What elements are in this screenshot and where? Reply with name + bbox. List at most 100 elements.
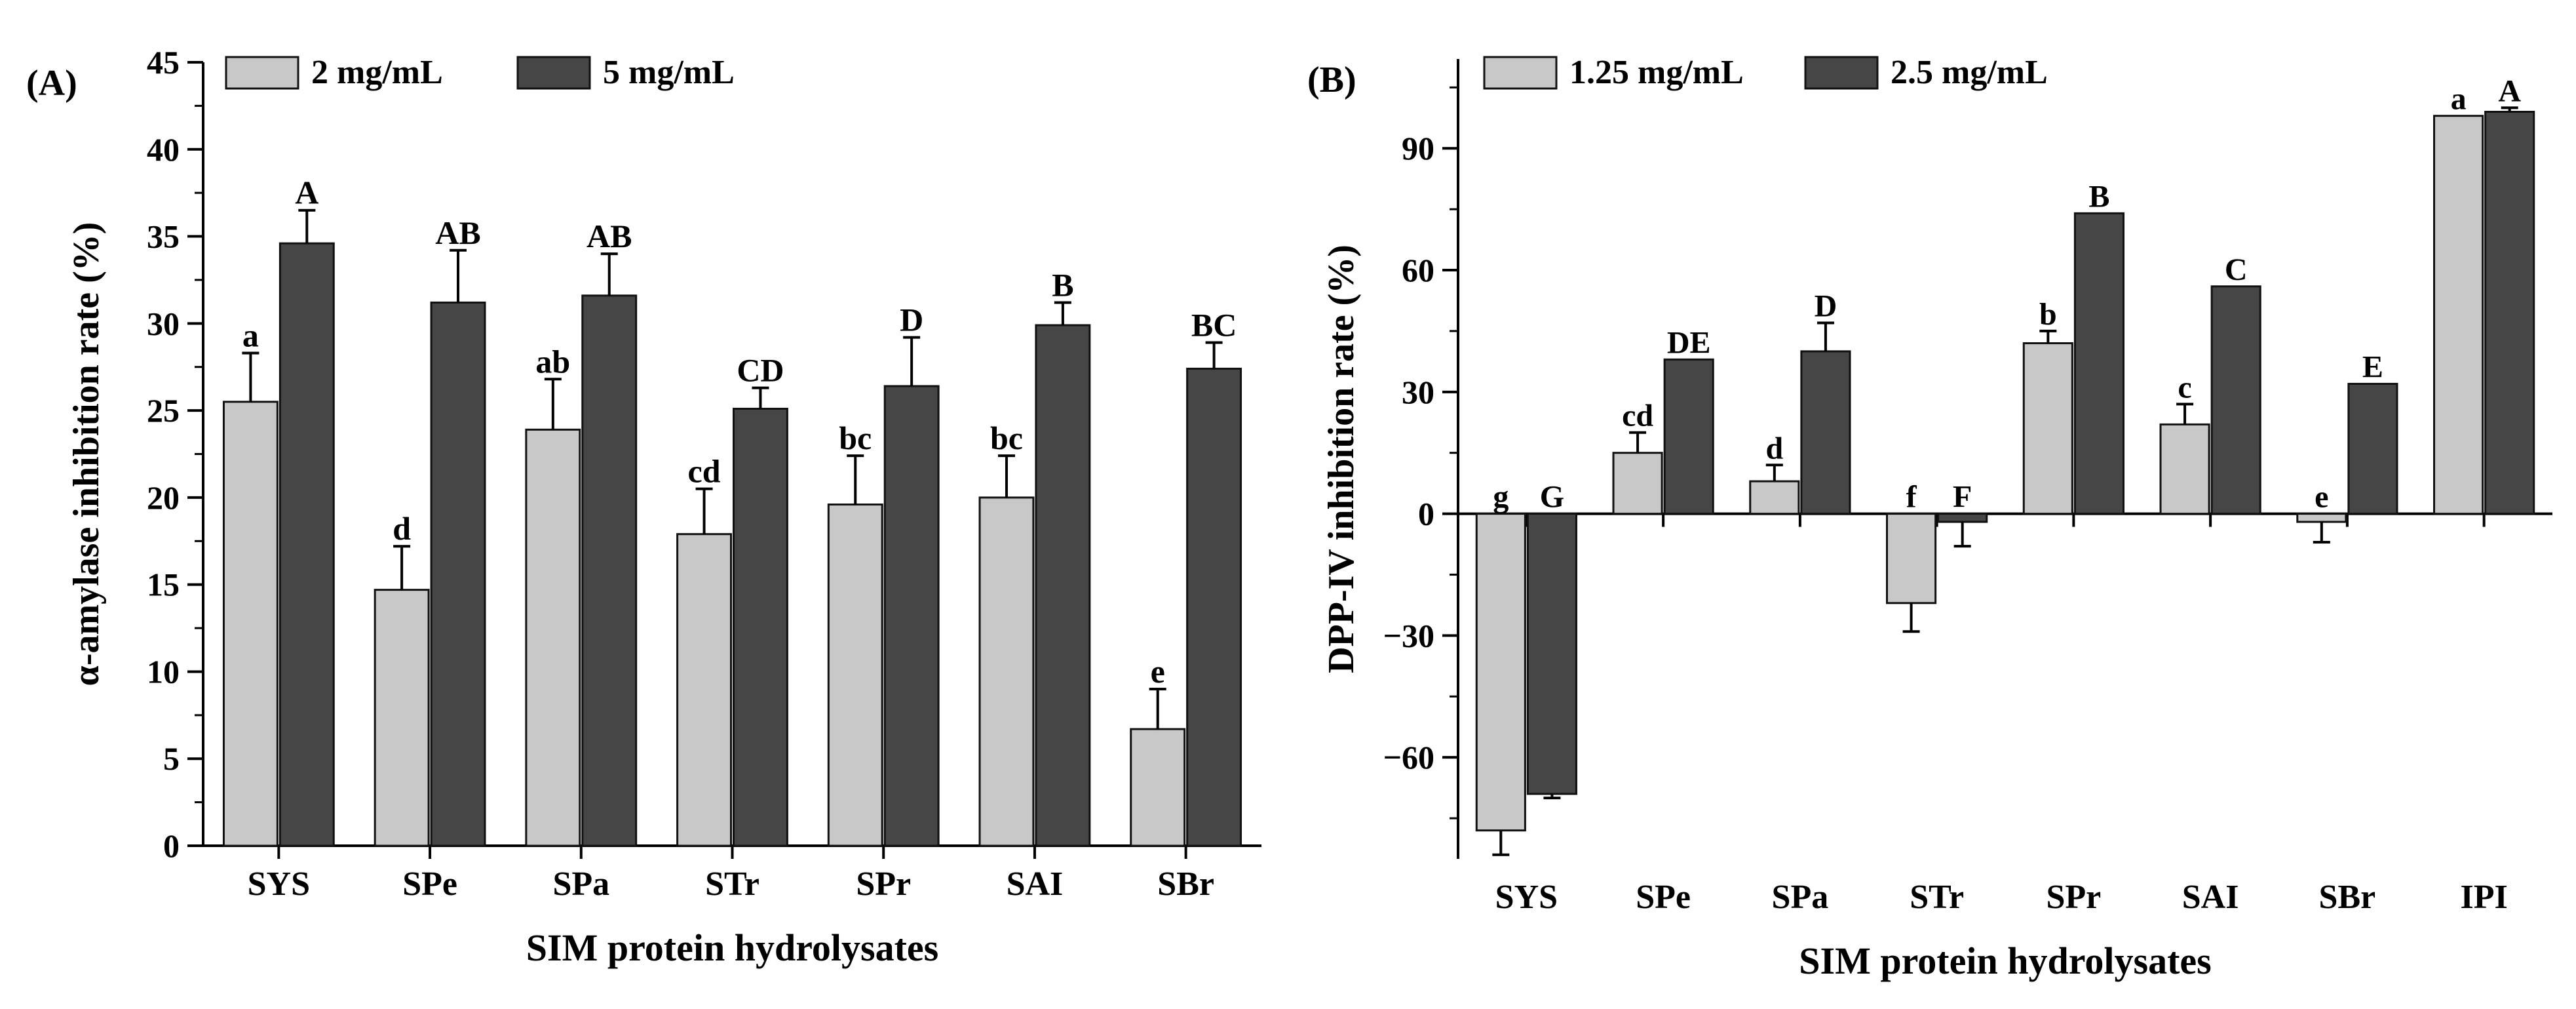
y-tick-label: 10 xyxy=(147,653,180,690)
significance-letter: ab xyxy=(535,343,570,380)
x-tick-label: SPa xyxy=(1772,879,1829,916)
x-tick-label: SPr xyxy=(2046,879,2101,916)
bar xyxy=(978,496,1035,847)
y-tick-label: −30 xyxy=(1383,617,1435,654)
significance-letter: B xyxy=(1052,266,1073,303)
chart-panel-b: (B) −60 −30 0 30 60 90 SYS g G SPe cd DE SPa d D STr f F SP… xyxy=(1307,54,2552,982)
bar xyxy=(1800,350,1851,515)
legend-swatch xyxy=(1483,56,1558,90)
bar xyxy=(2159,423,2210,515)
bar xyxy=(1749,480,1800,515)
significance-letter: F xyxy=(1953,480,1972,515)
significance-letter: A xyxy=(2498,73,2521,108)
bar xyxy=(222,401,279,847)
y-tick-label: 60 xyxy=(1402,252,1434,288)
bar xyxy=(676,533,733,847)
significance-letter: d xyxy=(1765,431,1783,465)
bar xyxy=(2484,111,2535,515)
legend-label: 2 mg/mL xyxy=(311,54,443,91)
significance-letter: d xyxy=(393,510,411,547)
x-axis-title: SIM protein hydrolysates xyxy=(1799,940,2211,982)
x-tick-label: SYS xyxy=(248,865,310,903)
y-tick-label: 15 xyxy=(147,566,180,603)
bar xyxy=(279,242,335,847)
x-tick-label: SBr xyxy=(2319,879,2376,916)
y-tick-label: 30 xyxy=(1402,374,1434,410)
significance-letter: D xyxy=(1815,289,1837,324)
significance-letter: D xyxy=(900,302,923,338)
bar xyxy=(1035,324,1091,847)
x-tick-label: SAI xyxy=(1007,865,1064,903)
bar xyxy=(827,504,883,847)
x-tick-label: SYS xyxy=(1495,879,1558,916)
chart-panel-a: (A) 0 5 10 15 20 25 30 35 40 45 SYS a A SPe d AB SPa ab AB S… xyxy=(26,44,1261,969)
bar xyxy=(1526,513,1577,795)
bar xyxy=(2296,513,2347,523)
significance-letter: cd xyxy=(1622,399,1653,433)
significance-letter: bc xyxy=(990,420,1023,456)
significance-letter: a xyxy=(2451,82,2467,117)
x-tick-label: SAI xyxy=(2182,879,2239,916)
bar xyxy=(581,294,638,847)
x-tick-label: IPI xyxy=(2461,879,2508,916)
bar xyxy=(1663,358,1714,515)
x-tick-label: SPa xyxy=(552,865,609,903)
y-tick-label: 25 xyxy=(147,392,180,429)
y-tick-label: 20 xyxy=(147,479,180,516)
significance-letter: bc xyxy=(839,420,872,456)
significance-letter: G xyxy=(1540,480,1564,515)
significance-letter: CD xyxy=(737,352,784,389)
bar xyxy=(2347,382,2398,515)
significance-letter: AB xyxy=(435,214,480,251)
x-tick-label: STr xyxy=(705,865,759,903)
y-tick-label: 5 xyxy=(163,740,180,777)
x-tick-label: SPe xyxy=(402,865,457,903)
significance-letter: a xyxy=(242,317,259,353)
y-tick-label: 40 xyxy=(147,131,180,168)
legend-label: 5 mg/mL xyxy=(603,54,735,91)
bar xyxy=(733,407,788,847)
bar xyxy=(1475,513,1526,832)
bar xyxy=(1612,452,1663,515)
y-axis-title: α-amylase inhibition rate (%) xyxy=(66,222,107,686)
y-tick-label: 35 xyxy=(147,218,180,255)
significance-letter: DE xyxy=(1667,325,1711,360)
y-tick-label: 30 xyxy=(147,305,180,342)
significance-letter: f xyxy=(1906,480,1917,515)
bar xyxy=(2073,212,2124,515)
significance-letter: c xyxy=(2178,370,2191,405)
x-tick-label: SPe xyxy=(1636,879,1691,916)
legend-swatch xyxy=(1804,56,1879,90)
bar xyxy=(1186,367,1242,847)
x-tick-label: SPr xyxy=(856,865,911,903)
y-tick-label: 0 xyxy=(1418,496,1434,532)
bar xyxy=(883,385,940,847)
significance-letter: AB xyxy=(586,218,632,254)
significance-letter: e xyxy=(2315,480,2328,515)
significance-letter: BC xyxy=(1191,307,1237,344)
legend-swatch xyxy=(225,56,299,90)
panel-label: (B) xyxy=(1307,60,1356,100)
y-tick-label: −60 xyxy=(1383,739,1435,776)
panel-label: (A) xyxy=(26,63,77,104)
significance-letter: e xyxy=(1151,653,1165,690)
y-tick-label: 0 xyxy=(163,827,180,864)
y-tick-label: 45 xyxy=(147,44,180,81)
x-tick-label: STr xyxy=(1910,879,1964,916)
y-tick-label: 90 xyxy=(1402,130,1434,167)
bar xyxy=(2022,342,2073,515)
bar xyxy=(2210,285,2261,515)
bar xyxy=(1937,513,1988,523)
legend-label: 1.25 mg/mL xyxy=(1569,54,1744,91)
y-axis-title: DPP-IV inhibition rate (%) xyxy=(1321,245,1362,673)
bar xyxy=(1130,728,1186,847)
significance-letter: A xyxy=(295,174,318,211)
bar xyxy=(2433,115,2484,515)
x-tick-label: SBr xyxy=(1157,865,1214,903)
legend-swatch xyxy=(516,56,591,90)
bar xyxy=(430,301,486,847)
bar xyxy=(374,589,430,847)
bar xyxy=(525,428,581,847)
significance-letter: cd xyxy=(688,453,721,490)
